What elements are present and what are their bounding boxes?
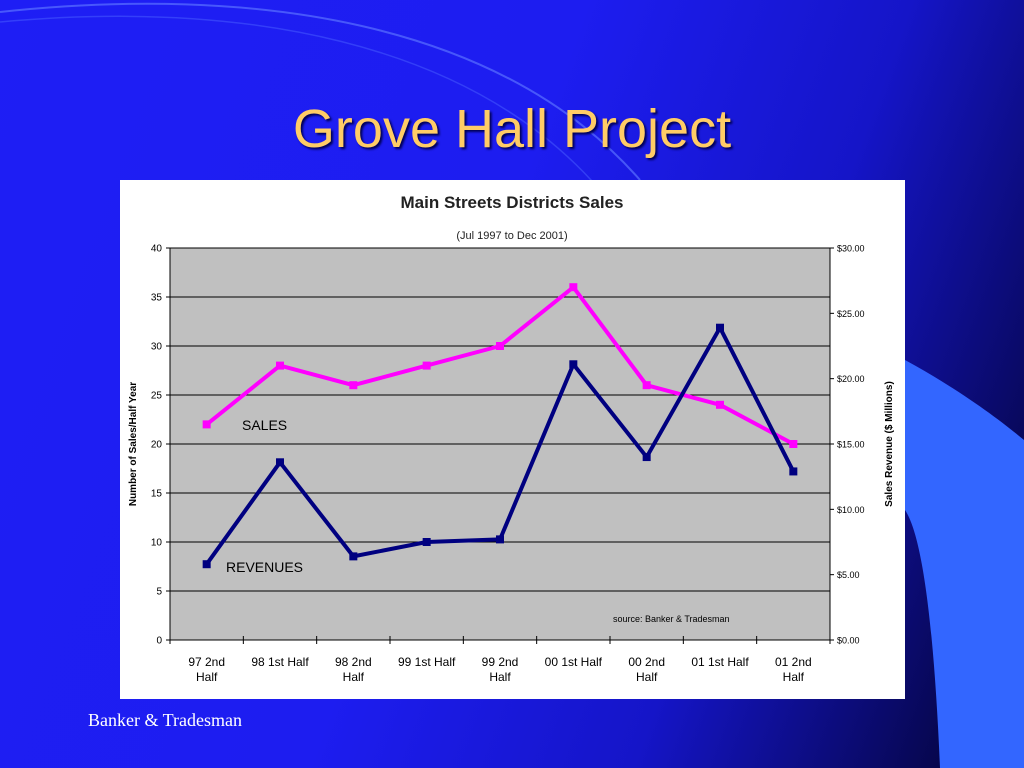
slide-title: Grove Hall Project [292,99,732,159]
right-axis-tick-label: $5.00 [837,570,860,580]
sales-data-point [422,361,431,370]
chart-title: Main Streets Districts Sales [401,193,624,212]
x-axis-category-label: 00 2nd [628,655,665,669]
revenues-data-point [422,538,431,546]
left-axis-title: Number of Sales/Half Year [128,382,139,506]
left-axis-tick-label: 0 [156,636,162,647]
sales-series-label: SALES [242,417,287,433]
chart-panel: Main Streets Districts Sales (Jul 1997 to… [120,180,905,699]
x-axis-category-label: 00 1st Half [545,655,603,669]
revenues-data-point [496,535,504,544]
x-axis-category-label: Half [783,670,805,684]
left-axis-tick-label: 15 [151,489,163,500]
sales-data-point [569,283,578,292]
revenues-data-point [276,458,284,467]
x-axis-category-label: 97 2nd [188,655,225,669]
revenues-data-point [716,323,724,332]
right-axis-tick-label: $20.00 [837,374,865,384]
chart-subtitle: (Jul 1997 to Dec 2001) [456,230,567,242]
sales-data-point [349,381,358,390]
sales-data-point [202,420,211,429]
x-axis-category-label: Half [343,670,365,684]
right-axis-title: Sales Revenue ($ Millions) [884,381,895,507]
right-axis-tick-label: $25.00 [837,309,865,319]
x-axis-category-label: 01 1st Half [691,655,749,669]
revenues-data-point [202,560,211,569]
slide-footer: Banker & Tradesman [88,710,242,730]
revenues-data-point [349,552,358,561]
left-axis-tick-label: 20 [151,440,163,451]
right-axis-tick-label: $30.00 [837,244,865,254]
right-axis-tick-label: $15.00 [837,440,865,450]
right-axis-tick-label: $0.00 [837,636,860,646]
x-axis-category-label: 99 2nd [482,655,519,669]
left-axis-tick-label: 10 [151,538,163,549]
x-axis-category-label: Half [489,670,511,684]
revenues-data-point [789,467,798,476]
right-axis-tick-label: $10.00 [837,505,865,515]
left-axis-tick-label: 30 [151,342,163,353]
left-axis-tick-label: 40 [151,244,163,255]
sales-data-point [276,361,284,370]
x-axis-category-label: Half [636,670,658,684]
left-axis-tick-label: 25 [151,391,163,402]
source-annotation: source: Banker & Tradesman [613,614,730,624]
x-axis-category-label: 98 1st Half [251,655,309,669]
decorative-arc-2 [0,15,601,191]
decorative-arc-1 [0,2,641,181]
x-axis-category-label: 98 2nd [335,655,372,669]
x-axis-category-label: 99 1st Half [398,655,456,669]
sales-data-point [642,381,651,390]
x-axis-category-label: Half [196,670,218,684]
sales-data-point [789,440,798,448]
revenues-data-point [642,453,651,462]
left-axis-tick-label: 35 [151,293,163,304]
sales-data-point [496,342,504,350]
line-chart: Main Streets Districts Sales (Jul 1997 to… [128,193,895,684]
x-axis-category-label: 01 2nd [775,655,812,669]
revenues-series-label: REVENUES [226,559,303,575]
left-axis-tick-label: 5 [156,587,162,598]
sales-data-point [716,400,724,409]
revenues-data-point [569,360,578,369]
decorative-blue-shape [905,360,1024,768]
